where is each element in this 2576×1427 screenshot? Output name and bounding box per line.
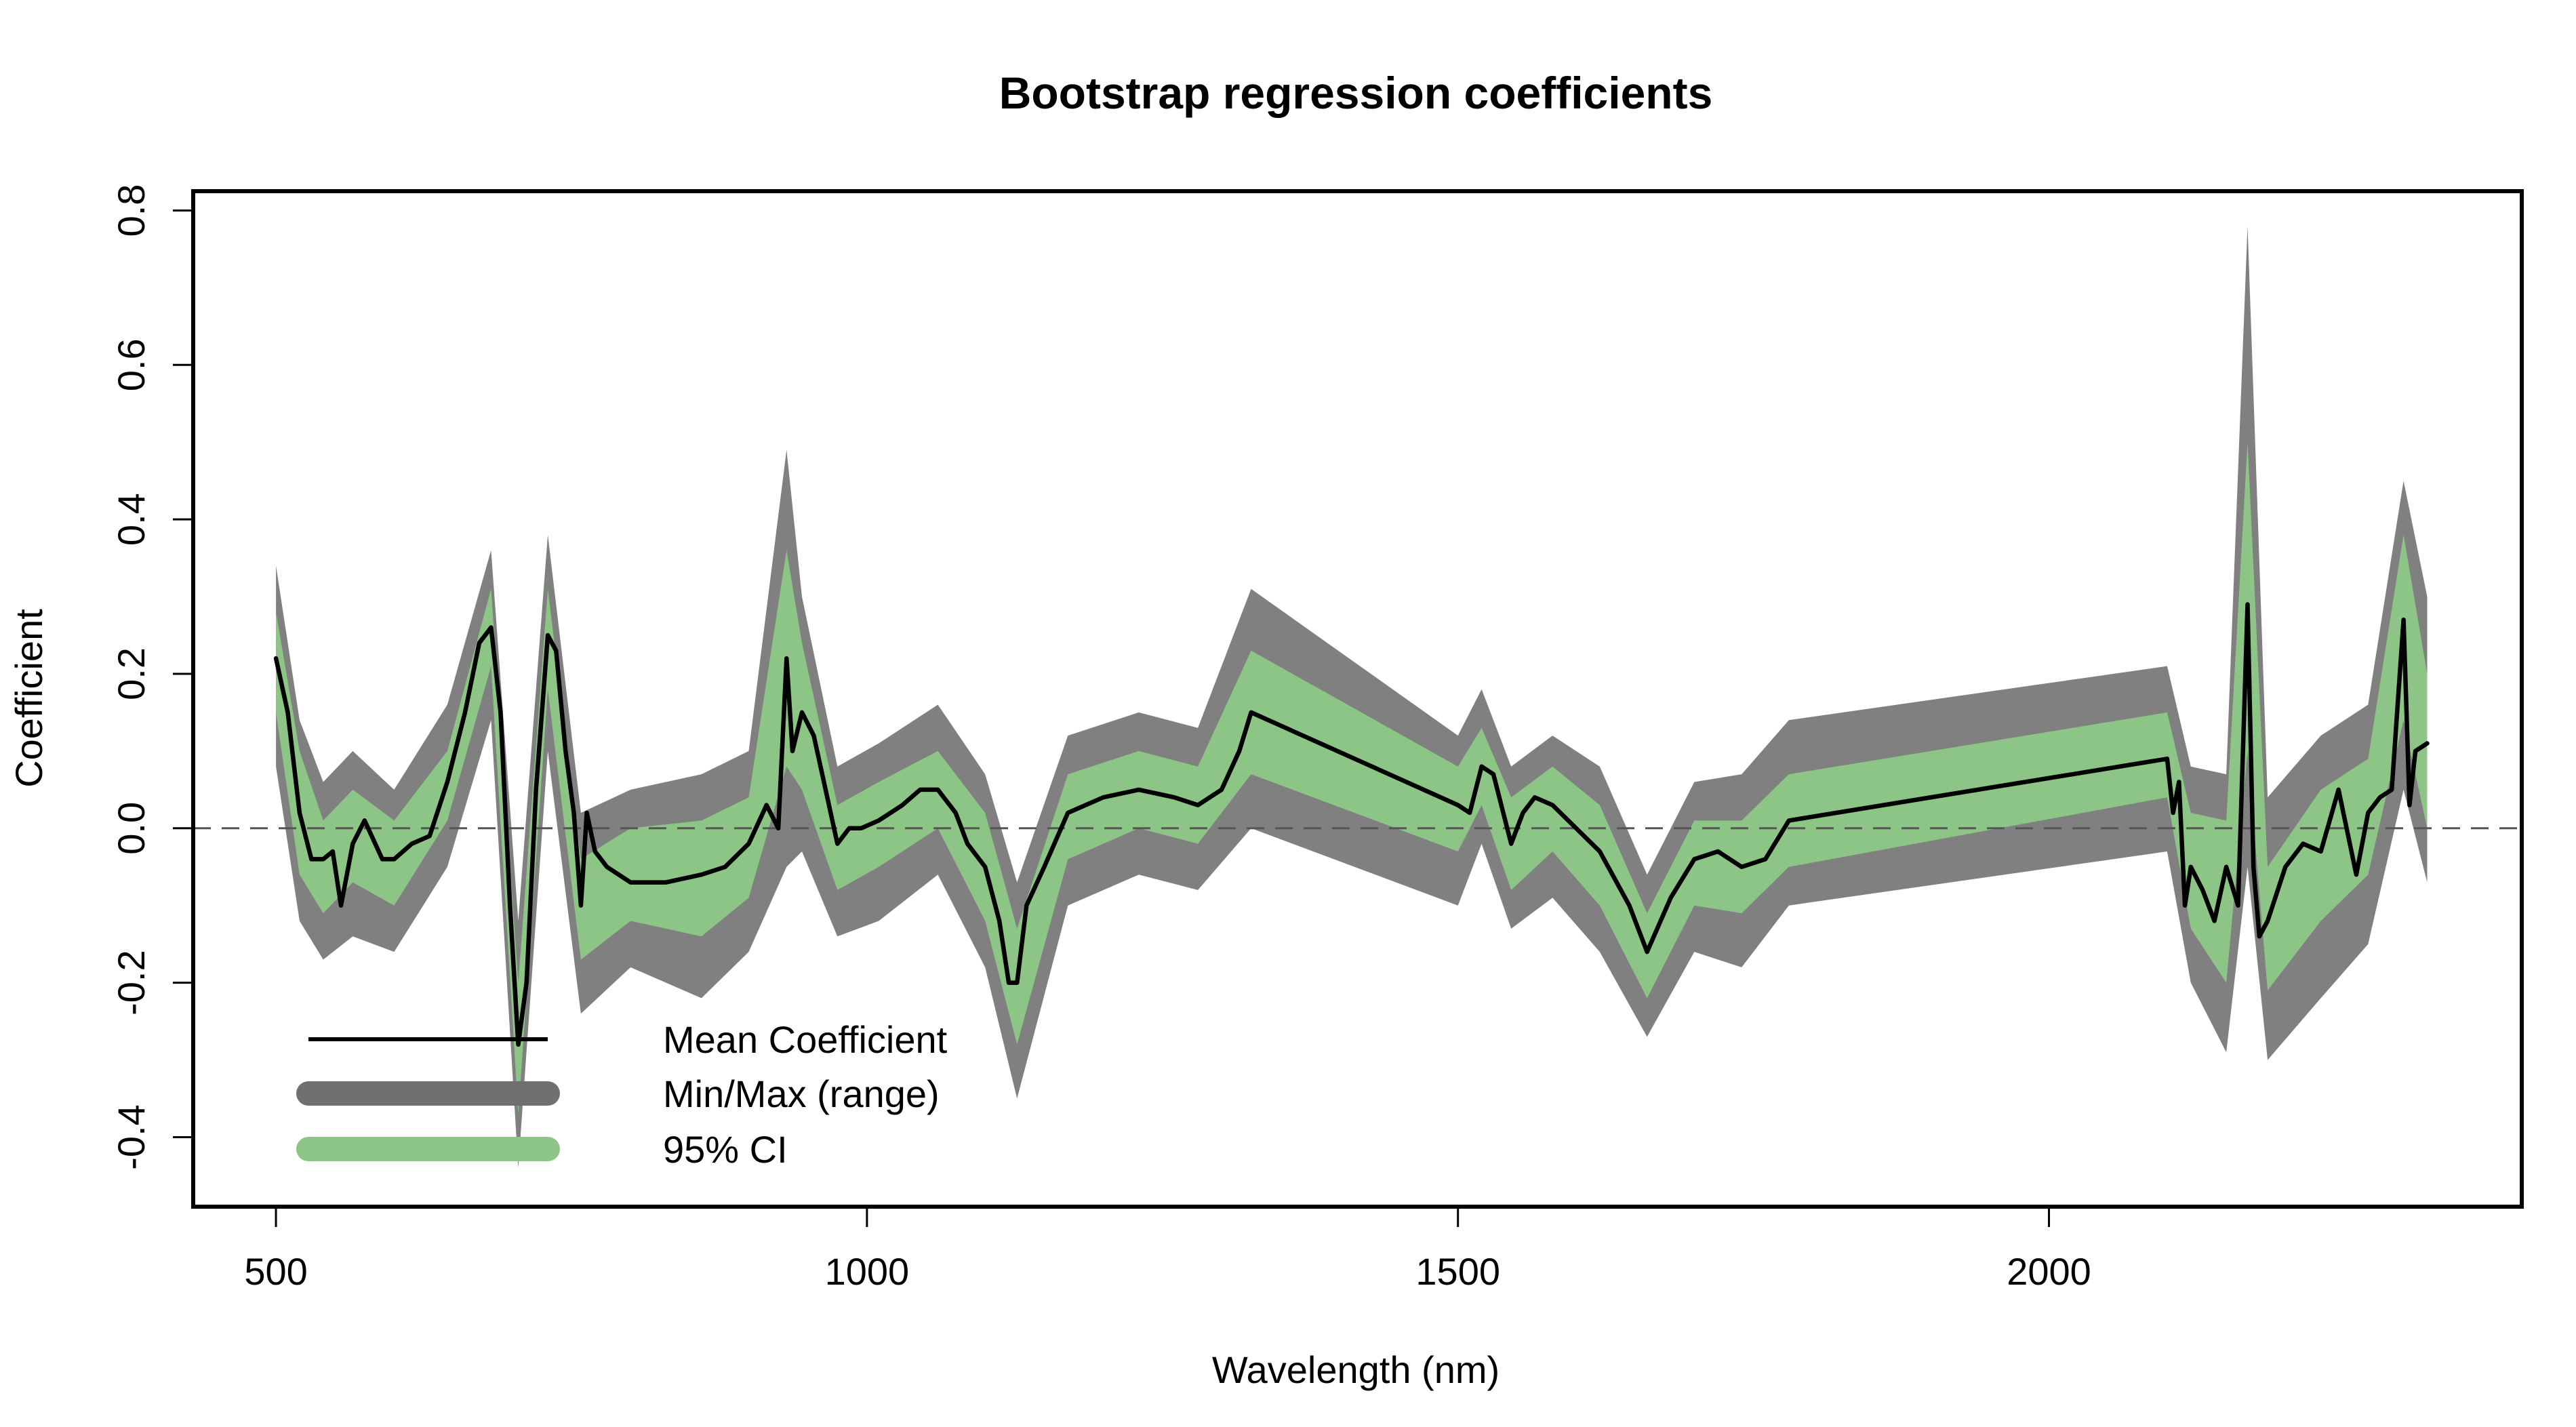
legend-label-mean: Mean Coefficient (663, 1018, 948, 1061)
legend-label-range: Min/Max (range) (663, 1072, 940, 1115)
x-axis: 500 1000 1500 2000 (244, 1205, 2091, 1293)
y-tick-label: 0.6 (110, 338, 153, 391)
y-tick-label: 0.8 (110, 184, 153, 237)
y-tick-label: -0.4 (110, 1104, 153, 1170)
y-tick-label: 0.0 (110, 802, 153, 855)
y-axis-label: Coefficient (7, 609, 50, 788)
plot-area (193, 226, 2522, 1168)
chart-title: Bootstrap regression coefficients (999, 68, 1713, 118)
x-tick-label: 1500 (1415, 1250, 1500, 1293)
y-tick-label: 0.4 (110, 493, 153, 546)
x-axis-label: Wavelength (nm) (1212, 1348, 1500, 1391)
y-axis: -0.4 -0.2 0.0 0.2 0.4 0.6 0.8 (110, 184, 195, 1170)
x-tick-label: 500 (244, 1250, 307, 1293)
legend-label-ci: 95% CI (663, 1128, 788, 1171)
legend: Mean Coefficient Min/Max (range) 95% CI (296, 1018, 948, 1171)
mean-coefficient-line (273, 602, 2430, 1047)
range-band (276, 226, 2428, 1168)
y-tick-label: -0.2 (110, 950, 153, 1016)
x-tick-label: 2000 (2007, 1250, 2091, 1293)
x-tick-label: 1000 (825, 1250, 910, 1293)
ci-band (276, 442, 2428, 1114)
y-tick-label: 0.2 (110, 647, 153, 700)
